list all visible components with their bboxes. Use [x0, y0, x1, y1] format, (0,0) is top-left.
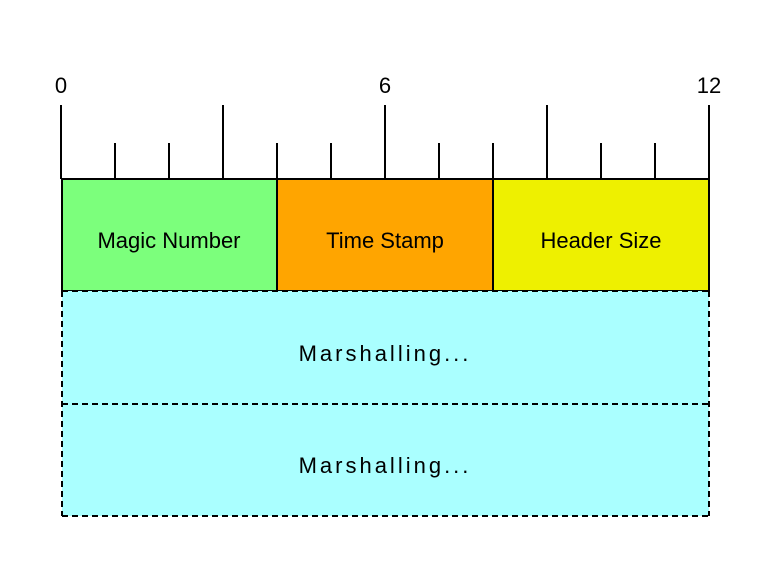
ruler: 0 6 12 — [55, 73, 721, 179]
field-header-size-label: Header Size — [540, 228, 661, 253]
marshalling-row-1 — [62, 291, 709, 404]
header-fields-row: Magic Number Time Stamp Header Size — [61, 178, 710, 292]
field-time-stamp-label: Time Stamp — [326, 228, 444, 253]
marshalling-row-2-label: Marshalling... — [299, 453, 472, 478]
marshalling-row-2 — [62, 404, 709, 516]
field-magic-number-label: Magic Number — [97, 228, 240, 253]
ruler-label-mid: 6 — [379, 73, 391, 98]
field-time-stamp — [276, 178, 494, 292]
ruler-label-end: 12 — [697, 73, 721, 98]
ruler-label-start: 0 — [55, 73, 67, 98]
field-header-size — [492, 178, 710, 292]
field-magic-number — [61, 178, 278, 292]
marshalling-row-1-label: Marshalling... — [299, 341, 472, 366]
marshalling-rows: Marshalling... Marshalling... — [61, 290, 710, 517]
